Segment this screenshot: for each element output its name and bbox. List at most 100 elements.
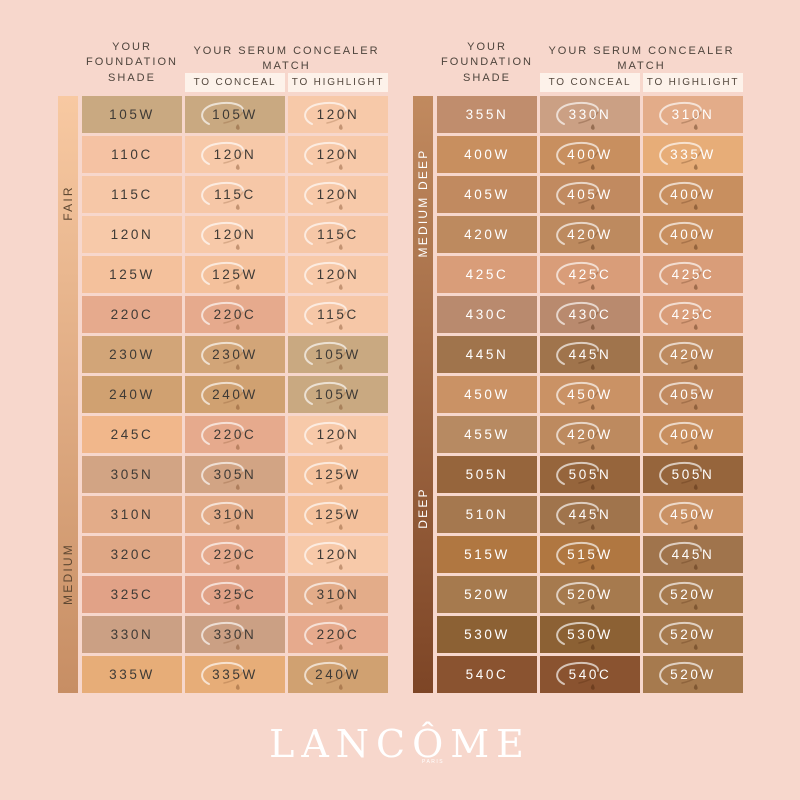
shade-row: 355N 330N 310N bbox=[437, 96, 743, 133]
highlight-swatch: 400W bbox=[643, 176, 743, 213]
shade-label: 115C bbox=[214, 187, 256, 202]
highlight-swatch: 120N bbox=[288, 176, 388, 213]
highlight-swatch: 505N bbox=[643, 456, 743, 493]
shade-label: 445N bbox=[465, 347, 509, 362]
category-label-medium: MEDIUM bbox=[61, 542, 75, 605]
shade-row: 450W 450W 405W bbox=[437, 376, 743, 413]
foundation-swatch: 355N bbox=[437, 96, 537, 133]
concealer-smear-icon bbox=[659, 661, 702, 690]
highlight-swatch: 420W bbox=[643, 336, 743, 373]
shade-label: 515W bbox=[567, 547, 613, 562]
conceal-swatch: 445N bbox=[540, 496, 640, 533]
concealer-smear-icon bbox=[201, 621, 244, 650]
highlight-swatch: 105W bbox=[288, 376, 388, 413]
conceal-swatch: 230W bbox=[185, 336, 285, 373]
shade-label: 425C bbox=[465, 267, 509, 282]
shade-label: 310N bbox=[671, 107, 715, 122]
conceal-swatch: 445N bbox=[540, 336, 640, 373]
shade-label: 335W bbox=[109, 667, 155, 682]
concealer-smear-icon bbox=[201, 661, 244, 690]
conceal-swatch: 430C bbox=[540, 296, 640, 333]
shade-label: 400W bbox=[670, 227, 716, 242]
foundation-swatch: 405W bbox=[437, 176, 537, 213]
highlight-swatch: 120N bbox=[288, 416, 388, 453]
concealer-smear-icon bbox=[556, 421, 599, 450]
conceal-swatch: 540C bbox=[540, 656, 640, 693]
conceal-swatch: 220C bbox=[185, 296, 285, 333]
concealer-smear-icon bbox=[659, 501, 702, 530]
concealer-smear-icon bbox=[556, 101, 599, 130]
conceal-swatch: 105W bbox=[185, 96, 285, 133]
highlight-swatch: 240W bbox=[288, 656, 388, 693]
shade-label: 325C bbox=[110, 587, 154, 602]
foundation-swatch: 105W bbox=[82, 96, 182, 133]
shade-label: 505N bbox=[671, 467, 715, 482]
foundation-swatch: 445N bbox=[437, 336, 537, 373]
concealer-smear-icon bbox=[556, 261, 599, 290]
concealer-smear-icon bbox=[304, 221, 347, 250]
concealer-smear-icon bbox=[659, 381, 702, 410]
foundation-swatch: 310N bbox=[82, 496, 182, 533]
conceal-swatch: 310N bbox=[185, 496, 285, 533]
to-conceal-header: TO CONCEAL bbox=[540, 73, 640, 92]
concealer-smear-icon bbox=[304, 101, 347, 130]
foundation-swatch: 505N bbox=[437, 456, 537, 493]
highlight-swatch: 520W bbox=[643, 656, 743, 693]
shade-row: 400W 400W 335W bbox=[437, 136, 743, 173]
highlight-swatch: 520W bbox=[643, 576, 743, 613]
shade-label: 420W bbox=[670, 347, 716, 362]
concealer-smear-icon bbox=[556, 141, 599, 170]
brand-logo-paris: PARIS bbox=[422, 759, 445, 765]
shade-label: 220C bbox=[213, 547, 257, 562]
highlight-swatch: 125W bbox=[288, 496, 388, 533]
shade-row: 120N 120N 115C bbox=[82, 216, 388, 253]
shade-label: 240W bbox=[212, 387, 258, 402]
shade-label: 120N bbox=[316, 267, 360, 282]
shade-row: 335W 335W 240W bbox=[82, 656, 388, 693]
concealer-smear-icon bbox=[659, 621, 702, 650]
shade-label: 425C bbox=[671, 307, 715, 322]
shade-row: 505N 505N 505N bbox=[437, 456, 743, 493]
foundation-shade-header: YOUR FOUNDATION SHADE bbox=[86, 41, 178, 84]
shade-row: 445N 445N 420W bbox=[437, 336, 743, 373]
shade-label: 305N bbox=[110, 467, 154, 482]
shade-grid: 355N 330N 310N 400W 400W 335W 405W 405W 400W 420W… bbox=[437, 96, 743, 693]
shade-label: 120N bbox=[316, 547, 360, 562]
concealer-match-header: YOUR SERUM CONCEALER MATCH bbox=[548, 45, 735, 73]
shade-label: 120N bbox=[316, 147, 360, 162]
highlight-swatch: 105W bbox=[288, 336, 388, 373]
concealer-smear-icon bbox=[201, 581, 244, 610]
shade-label: 450W bbox=[670, 507, 716, 522]
shade-row: 115C 115C 120N bbox=[82, 176, 388, 213]
concealer-smear-icon bbox=[201, 381, 244, 410]
shade-label: 310N bbox=[110, 507, 154, 522]
foundation-swatch: 325C bbox=[82, 576, 182, 613]
highlight-swatch: 120N bbox=[288, 96, 388, 133]
highlight-swatch: 310N bbox=[288, 576, 388, 613]
highlight-swatch: 115C bbox=[288, 296, 388, 333]
shade-label: 510N bbox=[465, 507, 509, 522]
shade-label: 330N bbox=[110, 627, 154, 642]
shade-row: 530W 530W 520W bbox=[437, 616, 743, 653]
shade-label: 400W bbox=[567, 147, 613, 162]
highlight-swatch: 335W bbox=[643, 136, 743, 173]
shade-label: 120N bbox=[110, 227, 154, 242]
conceal-swatch: 240W bbox=[185, 376, 285, 413]
highlight-swatch: 220C bbox=[288, 616, 388, 653]
shade-label: 330N bbox=[568, 107, 612, 122]
concealer-smear-icon bbox=[556, 501, 599, 530]
shade-label: 310N bbox=[316, 587, 360, 602]
conceal-swatch: 120N bbox=[185, 136, 285, 173]
shade-label: 220C bbox=[213, 307, 257, 322]
shade-label: 305N bbox=[213, 467, 257, 482]
shade-table-block-medium-deep-deep: YOUR FOUNDATION SHADE YOUR SERUM CONCEAL… bbox=[413, 0, 743, 700]
concealer-smear-icon bbox=[304, 581, 347, 610]
concealer-smear-icon bbox=[659, 101, 702, 130]
concealer-smear-icon bbox=[304, 621, 347, 650]
concealer-smear-icon bbox=[201, 421, 244, 450]
shade-label: 505N bbox=[568, 467, 612, 482]
conceal-swatch: 115C bbox=[185, 176, 285, 213]
concealer-smear-icon bbox=[201, 541, 244, 570]
shade-label: 450W bbox=[567, 387, 613, 402]
